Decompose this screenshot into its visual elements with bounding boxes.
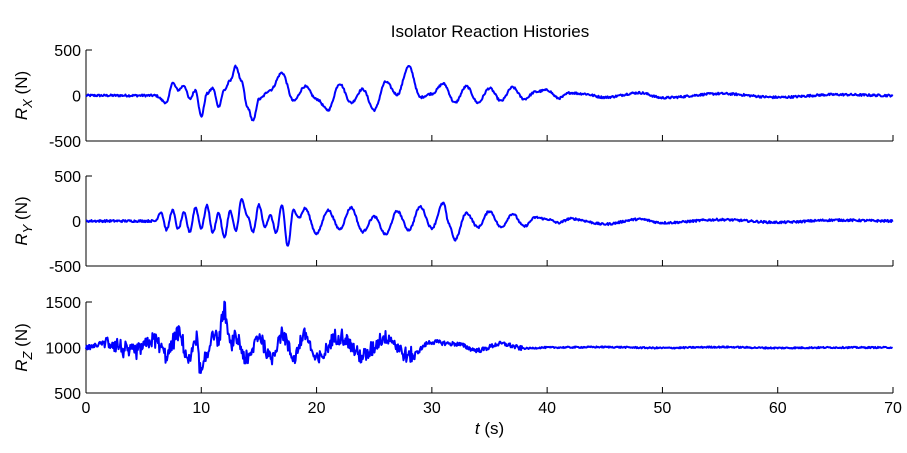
x-tick-label: 60	[769, 400, 787, 417]
y-axis-label-subscript: X	[20, 98, 35, 109]
y-axis-label-subscript: Y	[20, 223, 35, 233]
x-tick-label: 30	[423, 400, 441, 417]
y-axis-label-subscript: Z	[20, 351, 35, 361]
series-line-3-1	[85, 300, 893, 374]
y-axis-label-unit: (N)	[12, 323, 31, 351]
y-tick-label: 500	[54, 169, 81, 186]
y-tick-label: -500	[49, 259, 81, 276]
x-tick-label: 20	[308, 400, 326, 417]
y-axis-label: RX (N)	[12, 71, 35, 120]
y-axis-label-symbol: R	[12, 233, 31, 245]
y-axis-label-symbol: R	[12, 360, 31, 372]
y-tick-label: 0	[72, 89, 81, 106]
series-line-2-1	[85, 198, 894, 247]
y-axis-label-unit: (N)	[12, 71, 31, 99]
x-axis-label: t (s)	[475, 419, 504, 438]
y-axis-label: RY (N)	[12, 196, 35, 245]
chart-title: Isolator Reaction Histories	[391, 22, 589, 41]
y-tick-label: 0	[72, 214, 81, 231]
y-axis-label-symbol: R	[12, 108, 31, 120]
series-line-1-1	[85, 64, 894, 122]
x-tick-label: 0	[82, 400, 91, 417]
x-axis-label-symbol: t	[475, 419, 481, 438]
panel-1: -500 0 500 RX (N)	[12, 43, 894, 151]
x-tick-label: 10	[192, 400, 210, 417]
y-axis-label-unit: (N)	[12, 196, 31, 224]
y-tick-label: 500	[54, 386, 81, 403]
panel-2: -500 0 500 RY (N)	[12, 169, 894, 276]
x-tick-label: 50	[654, 400, 672, 417]
y-tick-label: 1000	[45, 341, 81, 358]
panel-3: 500 1000 1500 0 10 20 30 40 50 60 70 RZ (N) t (s)	[12, 295, 902, 438]
y-axis-label: RZ (N)	[12, 323, 35, 372]
x-axis-label-unit: (s)	[480, 419, 505, 438]
y-tick-label: 500	[54, 43, 81, 60]
x-tick-label: 70	[884, 400, 902, 417]
x-tick-label: 40	[538, 400, 556, 417]
y-tick-label: -500	[49, 134, 81, 151]
y-tick-label: 1500	[45, 295, 81, 312]
